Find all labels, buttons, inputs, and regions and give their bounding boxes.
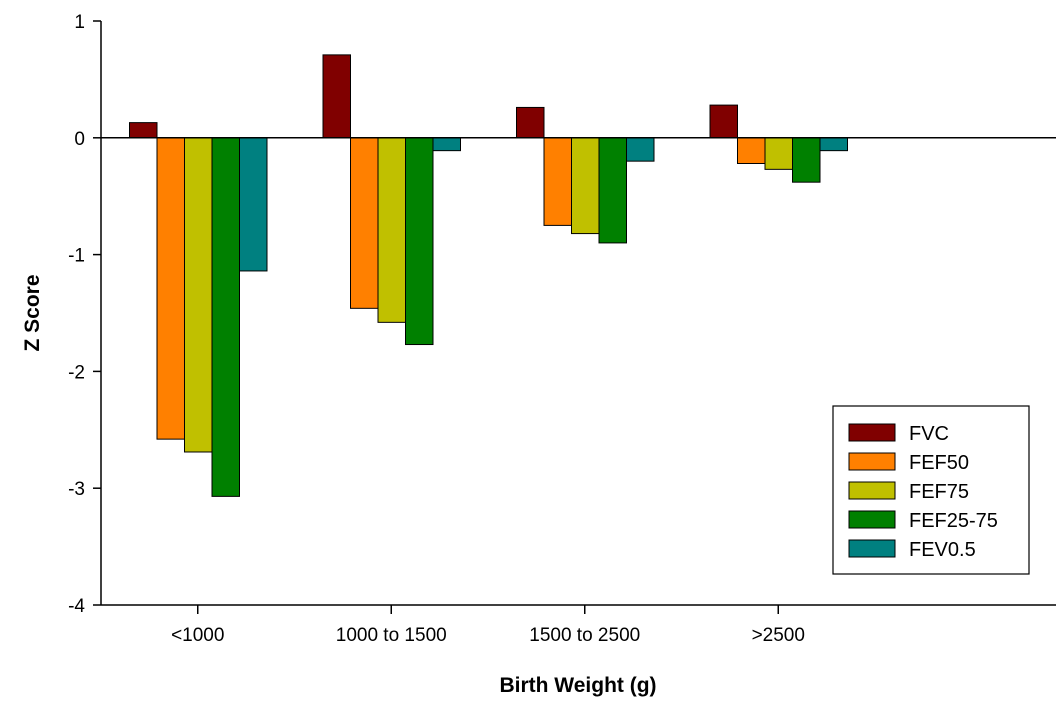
bar-fef25-75-1 <box>211 137 240 497</box>
y-tick-label: -2 <box>68 362 85 383</box>
legend-label-fev0-5: FEV0.5 <box>909 539 976 561</box>
x-tick-label: 1500 to 2500 <box>529 625 640 646</box>
bar-fvc-2 <box>322 54 351 139</box>
legend-label-fef75: FEF75 <box>909 481 969 503</box>
legend-swatch-fev0-5 <box>848 539 896 558</box>
bar-fvc-1 <box>129 122 158 139</box>
bar-fev0-5-2 <box>432 137 461 152</box>
legend-swatch-fef50 <box>848 452 896 471</box>
y-tick-label: 0 <box>74 129 85 150</box>
bar-fef75-3 <box>571 137 600 235</box>
bar-fef25-75-3 <box>598 137 627 244</box>
bar-fef75-4 <box>764 137 793 170</box>
bar-fef75-2 <box>377 137 406 323</box>
x-tick-label: >2500 <box>752 625 805 646</box>
y-axis-title: Z Score <box>21 274 44 351</box>
legend-label-fef25-75: FEF25-75 <box>909 510 998 532</box>
bar-fvc-3 <box>516 106 545 139</box>
y-tick-label: 1 <box>74 12 85 33</box>
bar-fev0-5-1 <box>239 137 268 272</box>
legend-swatch-fef75 <box>848 481 896 500</box>
bar-fef50-2 <box>350 137 379 309</box>
y-tick-label: -3 <box>68 479 85 500</box>
x-axis-title: Birth Weight (g) <box>499 674 656 697</box>
bar-fev0-5-3 <box>626 137 655 162</box>
x-tick-label: 1000 to 1500 <box>336 625 447 646</box>
y-tick-label: -4 <box>68 596 85 617</box>
bar-fef50-1 <box>156 137 185 440</box>
y-tick-label: -1 <box>68 246 85 267</box>
y-axis-ticks: 1 0 -1 -2 -3 -4 <box>68 12 101 617</box>
bar-fef50-4 <box>737 137 766 165</box>
bars-layer <box>129 54 848 497</box>
bar-fef50-3 <box>543 137 572 226</box>
bar-fef75-1 <box>184 137 213 453</box>
legend-swatch-fvc <box>848 423 896 442</box>
bar-fvc-4 <box>709 104 738 139</box>
legend-swatch-fef25-75 <box>848 510 896 529</box>
legend-label-fvc: FVC <box>909 423 949 445</box>
bar-fev0-5-4 <box>819 137 848 152</box>
x-axis-ticks: <1000 1000 to 1500 1500 to 2500 >2500 <box>171 605 805 646</box>
legend-label-fef50: FEF50 <box>909 452 969 474</box>
bar-fef25-75-2 <box>405 137 434 346</box>
x-tick-label: <1000 <box>171 625 224 646</box>
bar-fef25-75-4 <box>792 137 821 183</box>
legend: FVC FEF50 FEF75 FEF25-75 FEV0.5 <box>832 405 1030 575</box>
